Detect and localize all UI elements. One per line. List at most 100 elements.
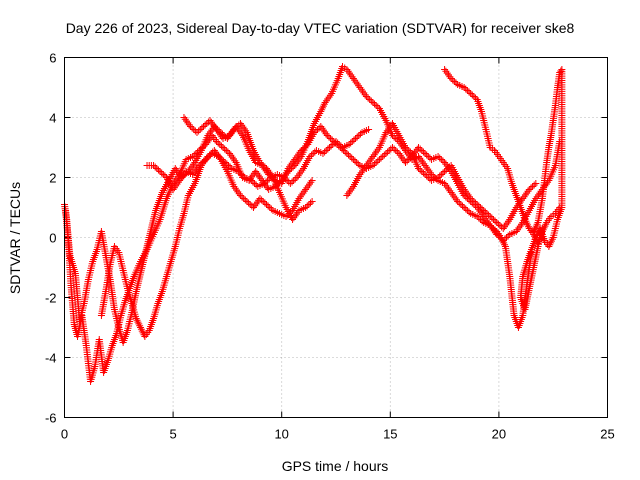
data-point (175, 170, 183, 178)
data-point (523, 219, 531, 227)
data-point (200, 123, 208, 130)
data-point (158, 169, 166, 177)
data-point (320, 100, 328, 108)
data-point (345, 188, 353, 196)
data-point (437, 156, 445, 163)
data-point (379, 153, 387, 160)
data-point (542, 220, 550, 228)
data-point (345, 141, 353, 148)
data-point (240, 195, 248, 202)
data-point (488, 214, 496, 222)
data-point (382, 129, 390, 136)
data-point (306, 199, 314, 207)
data-point (266, 204, 274, 211)
data-point (512, 228, 520, 235)
data-point (190, 160, 198, 168)
data-point (418, 168, 426, 175)
data-point (504, 232, 512, 240)
data-point (470, 198, 478, 205)
x-tick-label: 5 (169, 427, 176, 442)
data-point (133, 316, 141, 324)
x-tick-label: 15 (383, 427, 397, 442)
data-point (238, 171, 246, 178)
data-point (249, 204, 257, 211)
data-point (460, 84, 468, 91)
data-point (231, 184, 239, 192)
data-point (355, 82, 363, 90)
data-point (229, 155, 237, 163)
data-point (343, 150, 351, 157)
data-point (360, 165, 368, 173)
data-point (349, 75, 357, 82)
data-point (459, 202, 467, 210)
data-point (231, 157, 239, 165)
data-point (375, 156, 383, 163)
data-point (193, 129, 201, 136)
data-point (318, 124, 326, 132)
data-point (451, 194, 459, 202)
data-point (530, 228, 538, 235)
data-point (132, 315, 140, 322)
data-point (236, 120, 244, 127)
data-point (371, 160, 379, 168)
x-tick-label: 0 (61, 427, 68, 442)
data-point (503, 234, 511, 241)
data-point (385, 125, 393, 133)
data-point (344, 190, 352, 198)
data-point (531, 226, 539, 234)
data-point (236, 192, 244, 199)
data-point (475, 202, 483, 210)
data-point (499, 225, 507, 232)
data-point (292, 210, 300, 218)
data-point (421, 171, 429, 178)
data-point (372, 149, 380, 157)
data-point (195, 162, 203, 169)
data-point (441, 180, 449, 187)
data-point (424, 153, 432, 160)
data-point (443, 69, 451, 77)
data-point (392, 147, 400, 154)
data-point (491, 229, 499, 237)
data-point (446, 73, 454, 81)
data-point (485, 211, 493, 219)
data-point (319, 104, 327, 112)
data-point (441, 168, 449, 175)
data-point (180, 114, 188, 121)
data-point (515, 224, 523, 232)
data-point (533, 220, 541, 228)
data-point (524, 221, 532, 229)
data-point (441, 159, 449, 166)
data-point (177, 175, 185, 183)
data-point (341, 148, 349, 156)
data-point (290, 177, 298, 184)
data-point (267, 205, 275, 213)
data-point (135, 320, 143, 328)
data-point (333, 141, 341, 148)
data-point (503, 219, 511, 227)
y-axis-label: SDTVAR / TECUs (7, 182, 23, 294)
data-point (415, 144, 423, 151)
data-point (203, 154, 211, 162)
data-point (446, 187, 454, 195)
data-point (138, 327, 146, 335)
data-point (484, 218, 492, 226)
data-point (473, 213, 481, 220)
data-point (415, 153, 423, 160)
data-point (137, 325, 145, 333)
data-point (442, 181, 450, 189)
data-point (227, 151, 235, 159)
data-point (351, 76, 359, 84)
data-point (172, 182, 180, 190)
data-point (522, 217, 530, 225)
data-point (222, 147, 230, 154)
data-point (256, 195, 264, 202)
data-point (416, 154, 424, 162)
y-tick-label: -2 (45, 291, 57, 306)
data-point (289, 216, 297, 223)
data-point (367, 97, 375, 105)
data-point (310, 129, 318, 136)
data-point (325, 144, 333, 151)
data-point (216, 131, 224, 139)
data-point (253, 198, 261, 206)
data-point (213, 126, 221, 133)
